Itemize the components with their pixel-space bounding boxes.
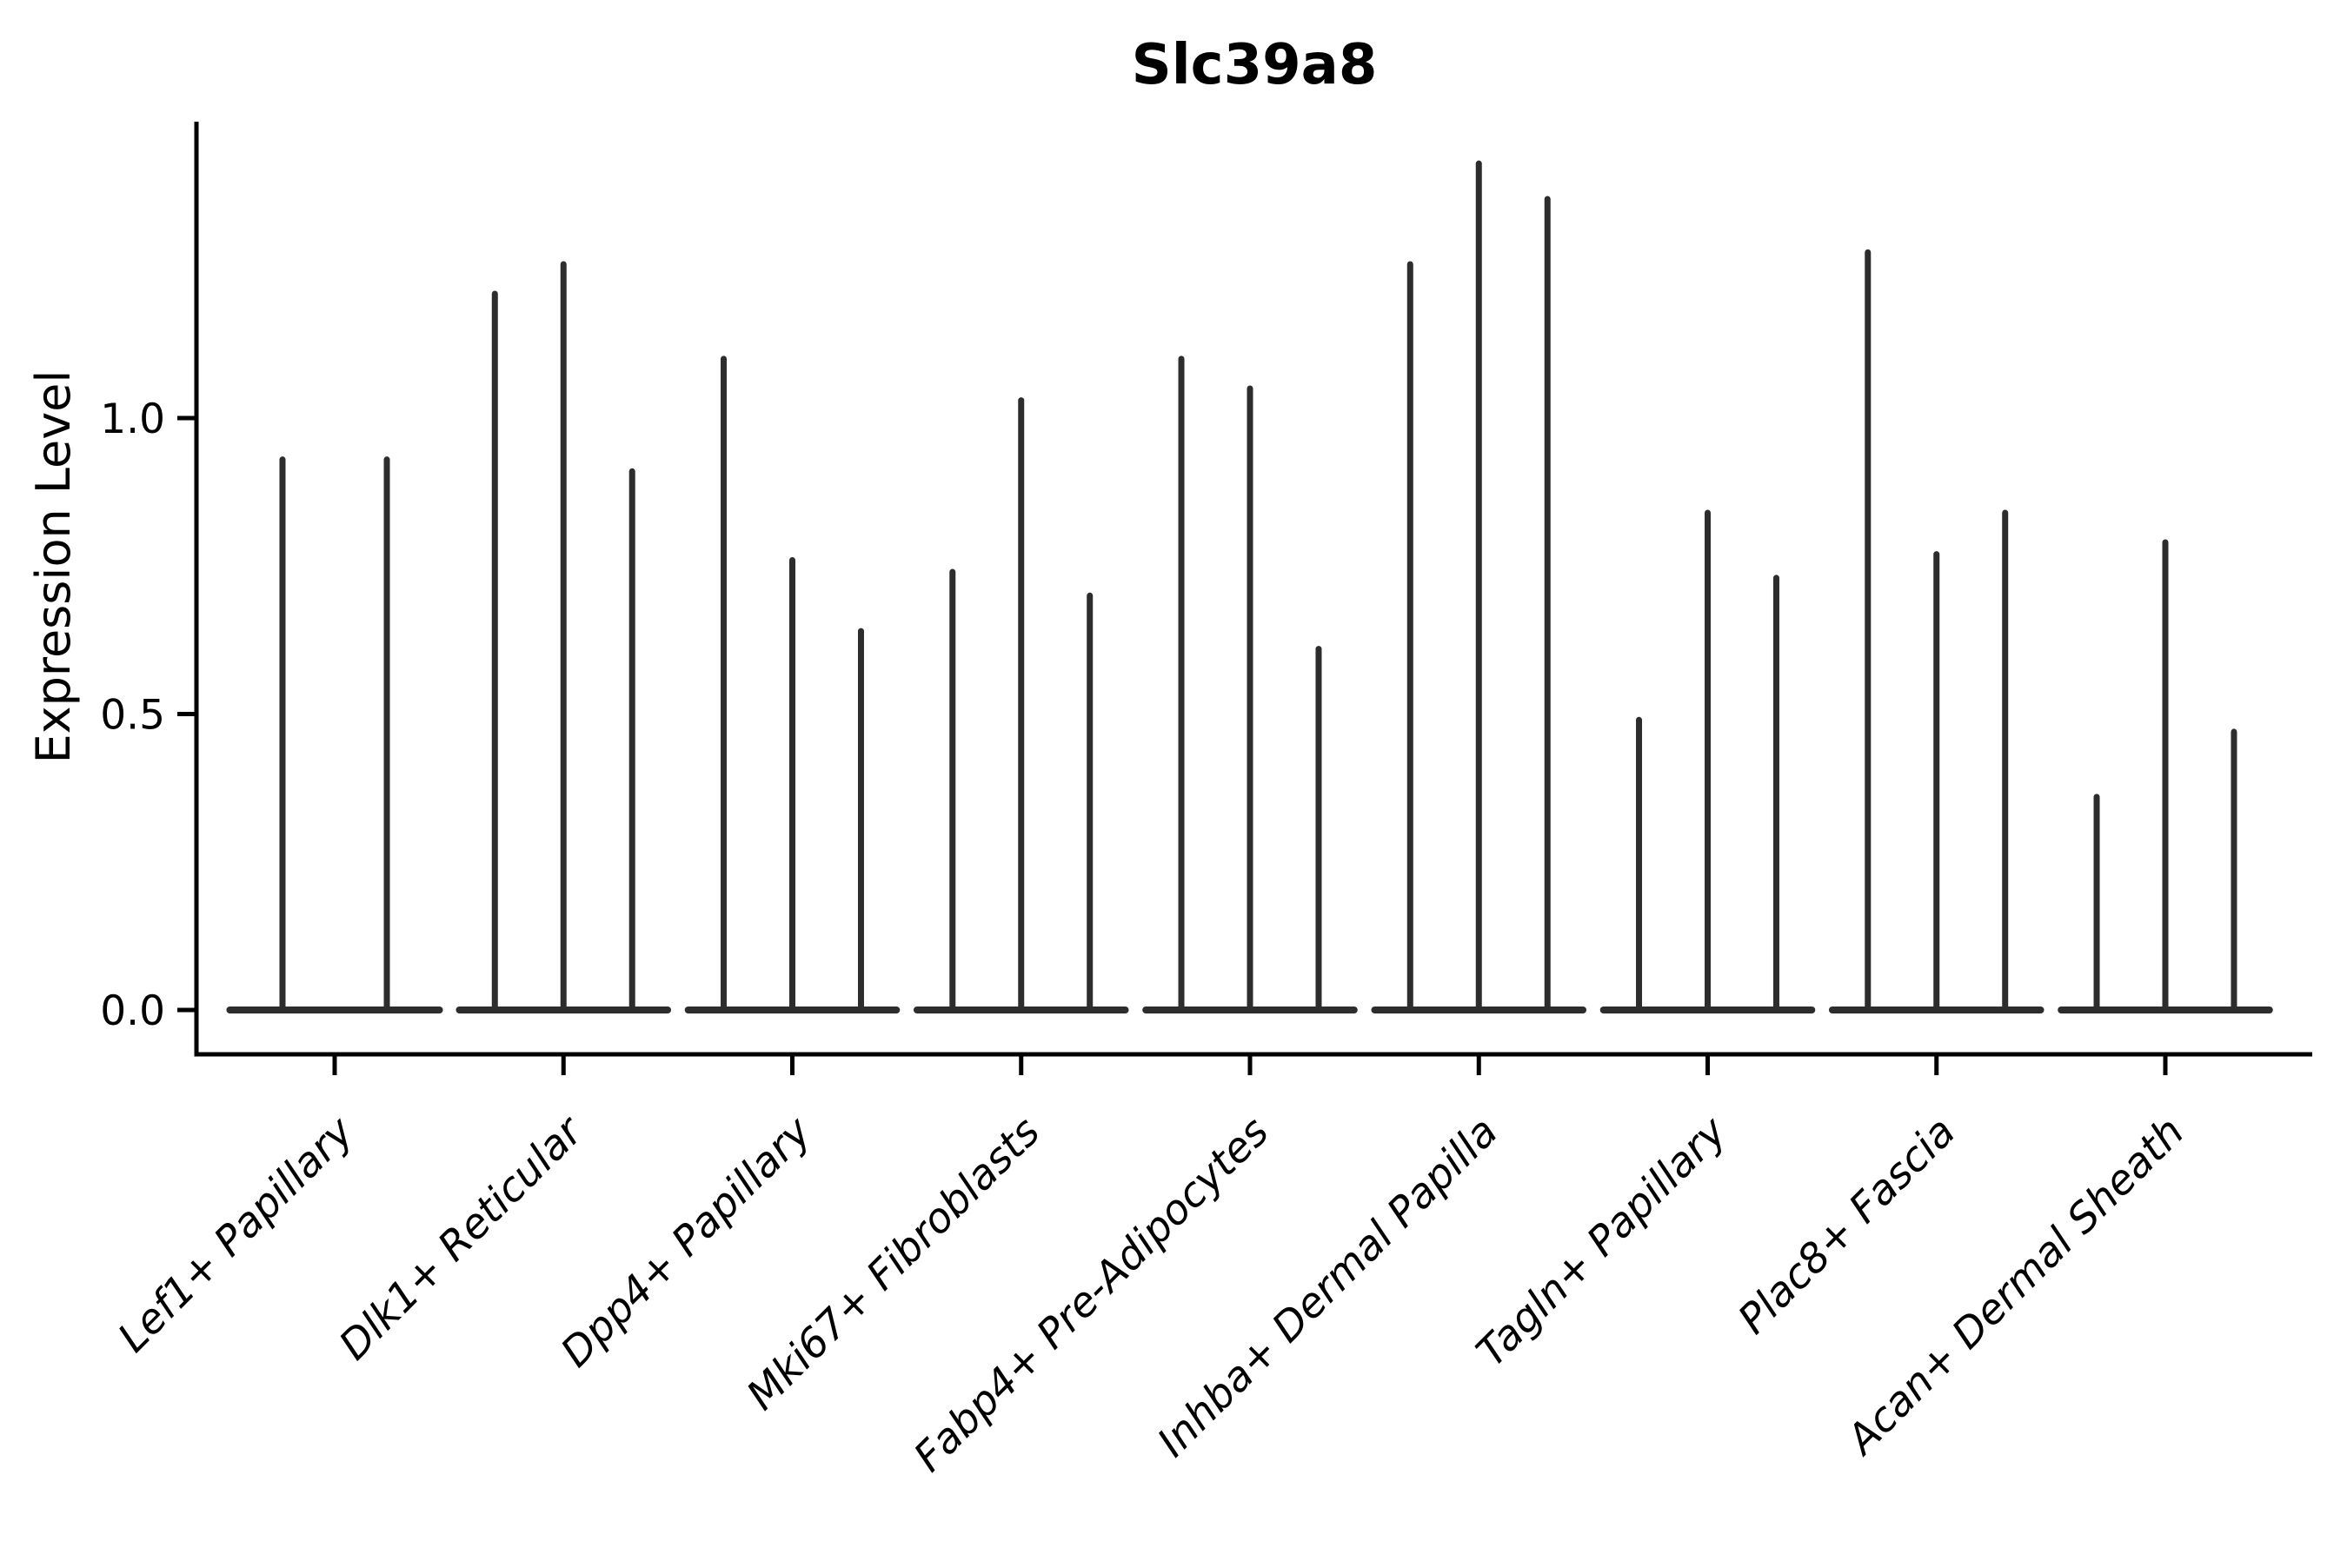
y-axis: 0.0 0.5 1.0	[100, 395, 196, 1035]
violin-group	[684, 355, 901, 1013]
x-tick-label: Lef1+ Papillary	[109, 1107, 363, 1362]
violin-group	[455, 261, 672, 1013]
x-tick-label: Dlk1+ Reticular	[330, 1106, 594, 1370]
violin-group	[1828, 249, 2044, 1013]
violin-group	[1371, 160, 1587, 1013]
violin-group	[1142, 355, 1358, 1013]
y-axis-label: Expression Level	[26, 370, 81, 764]
y-tick-label: 0.0	[100, 987, 165, 1035]
violin-group	[913, 397, 1129, 1013]
x-tick-label: Dpp4+ Papillary	[552, 1107, 821, 1377]
violin-group	[1599, 509, 1816, 1013]
violins-layer	[226, 160, 2273, 1013]
y-tick-label: 1.0	[100, 395, 165, 443]
violin-group	[2058, 539, 2273, 1013]
chart-title: Slc39a8	[1132, 33, 1378, 97]
x-tick-label: Plac8+ Fascia	[1729, 1108, 1965, 1344]
x-tick-label: Tagln+ Papillary	[1467, 1107, 1737, 1377]
violin-group	[226, 456, 443, 1013]
y-tick-label: 0.5	[100, 692, 165, 740]
